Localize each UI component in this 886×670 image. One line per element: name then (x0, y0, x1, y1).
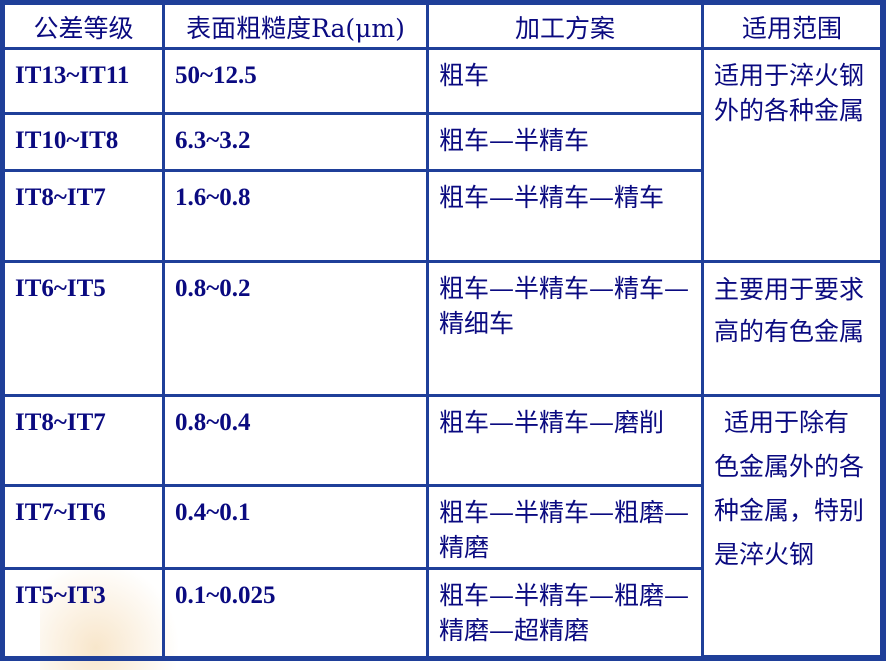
table-cell-grade: IT10~IT8 (3, 113, 164, 171)
scope-cell: 适用于淬火钢外的各种金属 (702, 48, 882, 262)
table-cell-method: 粗车—半精车 (427, 113, 703, 171)
table-cell-grade: IT7~IT6 (3, 485, 164, 569)
table-cell-method: 粗车—半精车—磨削 (427, 395, 703, 486)
table-cell-method: 粗车—半精车—粗磨—精磨 (427, 485, 703, 569)
table-cell-grade: IT6~IT5 (3, 261, 164, 396)
table-cell-grade: IT8~IT7 (3, 170, 164, 262)
background-decoration (40, 560, 180, 670)
table-cell-method: 粗车—半精车—粗磨—精磨—超精磨 (427, 568, 703, 658)
table-cell-ra: 0.8~0.2 (163, 261, 428, 396)
table-cell-grade: IT5~IT3 (3, 568, 164, 658)
table-cell-grade: IT13~IT11 (3, 48, 164, 114)
table-cell-method: 粗车 (427, 48, 703, 114)
table-cell-ra: 6.3~3.2 (163, 113, 428, 171)
table-cell-grade: IT8~IT7 (3, 395, 164, 486)
table-cell-ra: 0.1~0.025 (163, 568, 428, 658)
table-cell-ra: 0.4~0.1 (163, 485, 428, 569)
header-grade: 公差等级 (3, 3, 164, 49)
header-roughness: 表面粗糙度Ra(μm) (163, 3, 428, 49)
table-cell-ra: 1.6~0.8 (163, 170, 428, 262)
header-method: 加工方案 (427, 3, 703, 49)
table-cell-method: 粗车—半精车—精车 (427, 170, 703, 262)
table-cell-ra: 50~12.5 (163, 48, 428, 114)
scope-cell: 适用于除有色金属外的各种金属，特别是淬火钢 (702, 395, 882, 657)
header-scope: 适用范围 (702, 3, 882, 49)
scope-cell: 主要用于要求高的有色金属 (702, 261, 882, 396)
table-cell-method: 粗车—半精车—精车—精细车 (427, 261, 703, 396)
table-cell-ra: 0.8~0.4 (163, 395, 428, 486)
